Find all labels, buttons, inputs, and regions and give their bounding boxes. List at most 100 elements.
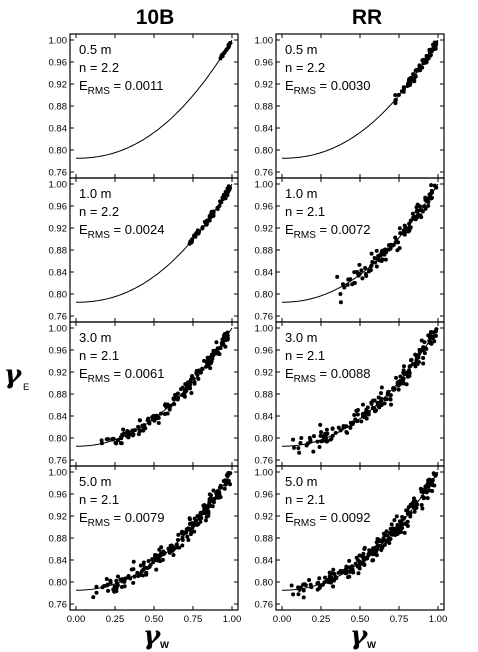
data-point (389, 522, 394, 527)
data-point (348, 425, 353, 430)
y-tick-label: 0.96 (49, 346, 68, 357)
data-point (115, 574, 120, 579)
data-point (382, 542, 387, 547)
data-point (141, 428, 146, 433)
data-point (94, 584, 99, 589)
data-point (318, 422, 323, 427)
data-point (175, 538, 180, 542)
data-point (119, 441, 124, 446)
data-point (296, 446, 301, 451)
data-point (364, 274, 369, 279)
y-tick-label: 0.96 (49, 490, 68, 501)
data-point (308, 582, 313, 587)
fit-curve (281, 183, 439, 303)
data-point (108, 580, 113, 585)
depth-label: 0.5 m (79, 42, 112, 57)
n-label: n = 2.2 (285, 60, 325, 75)
data-point (353, 561, 358, 566)
y-tick-label: 0.84 (255, 124, 274, 135)
data-point (289, 583, 294, 588)
data-point (317, 576, 322, 581)
data-point (407, 82, 412, 87)
data-point (125, 434, 130, 439)
data-point (376, 539, 381, 544)
data-point (413, 352, 418, 357)
data-point (392, 386, 397, 391)
data-point (297, 450, 302, 455)
data-point (361, 551, 366, 556)
y-tick-label: 0.92 (255, 224, 274, 235)
data-point (197, 229, 202, 234)
data-point (123, 576, 128, 581)
data-point (389, 402, 394, 407)
panels: 0.76 0.80 0.84 0.88 0.92 0.96 1.00 0.5 m n = 2.2… (49, 33, 447, 625)
data-point (421, 361, 426, 366)
y-tick-label: 0.88 (255, 534, 274, 545)
fit-curve (76, 39, 233, 159)
data-point (379, 396, 384, 401)
data-point (408, 511, 413, 516)
data-point (377, 258, 382, 263)
data-point (427, 338, 432, 343)
data-point (166, 546, 171, 551)
data-point (192, 381, 197, 386)
panel-10b-10m: 0.76 0.80 0.84 0.88 0.92 0.96 1.00 1.0 m n = 2.2… (49, 177, 239, 323)
data-point (198, 370, 203, 375)
data-point (208, 496, 213, 501)
data-point (424, 196, 429, 201)
data-point (362, 563, 367, 568)
data-point (147, 564, 152, 569)
data-point (99, 438, 104, 443)
data-point (413, 68, 418, 73)
data-point (225, 330, 230, 335)
y-tick-label: 0.80 (49, 290, 68, 301)
data-point (361, 402, 365, 407)
data-point (323, 575, 328, 580)
data-point (355, 564, 360, 569)
data-point (115, 583, 120, 588)
data-point (355, 408, 360, 412)
depth-label: 0.5 m (285, 42, 318, 57)
y-tick-label: 1.00 (49, 324, 68, 335)
data-point (404, 382, 409, 387)
data-point (332, 571, 337, 576)
data-point (146, 416, 151, 421)
data-point (315, 439, 320, 444)
data-point (376, 253, 381, 258)
y-tick-label: 0.76 (255, 600, 274, 611)
data-point (427, 488, 432, 493)
data-point (350, 564, 355, 569)
data-point (111, 587, 116, 592)
data-point (153, 555, 158, 560)
data-point (212, 350, 217, 355)
y-tick-label: 0.96 (49, 202, 68, 213)
depth-label: 5.0 m (285, 474, 318, 489)
data-point (163, 402, 168, 407)
data-point (391, 526, 396, 531)
y-tick-label: 0.92 (49, 224, 68, 235)
data-point (386, 243, 391, 248)
y-tick-label: 1.00 (255, 324, 274, 335)
data-point (184, 528, 189, 533)
data-point (217, 203, 222, 208)
data-point (354, 555, 359, 560)
data-point (214, 491, 219, 496)
data-point (379, 544, 384, 549)
y-tick-label: 0.92 (49, 80, 68, 91)
data-point (422, 351, 427, 356)
data-point (225, 337, 230, 342)
data-point (408, 218, 413, 223)
data-point (222, 193, 227, 198)
data-point (292, 445, 296, 450)
data-point (425, 55, 430, 60)
data-point (189, 240, 194, 245)
data-point (374, 408, 379, 413)
data-point (413, 364, 418, 369)
fit-curve (282, 39, 439, 159)
data-point (150, 557, 155, 562)
x-axis-symbol-right: γ (350, 621, 369, 651)
y-tick-label: 0.88 (255, 390, 274, 401)
data-point (179, 531, 184, 535)
data-point (157, 547, 162, 552)
data-point (158, 411, 163, 416)
